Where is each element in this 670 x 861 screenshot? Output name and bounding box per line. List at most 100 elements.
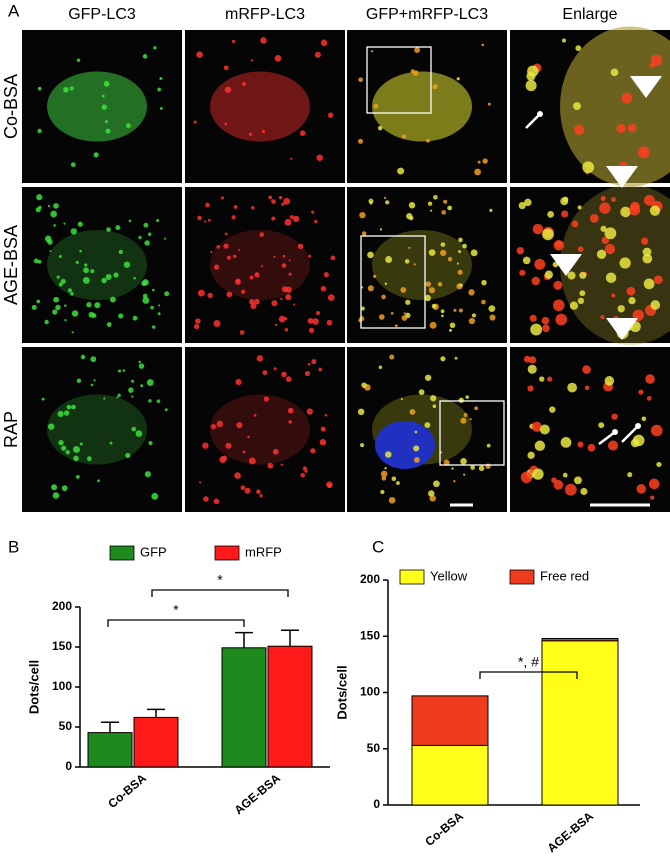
vesicle — [299, 130, 306, 136]
vesicle — [324, 414, 328, 417]
vesicle — [447, 256, 453, 262]
vesicle — [621, 92, 633, 104]
vesicle — [643, 194, 655, 206]
vesicle — [381, 476, 387, 481]
vesicle — [116, 396, 119, 399]
vesicle — [650, 300, 661, 310]
vesicle — [259, 494, 263, 498]
micrograph — [22, 187, 182, 343]
vesicle — [273, 255, 276, 258]
vesicle — [84, 263, 88, 267]
arrow — [598, 431, 616, 445]
vesicle — [225, 442, 232, 449]
vesicle — [236, 422, 243, 429]
vesicle — [216, 420, 224, 428]
vesicle — [207, 292, 213, 299]
vesicle — [443, 199, 448, 204]
y-tick-label: 0 — [65, 759, 72, 773]
vesicle — [308, 254, 312, 258]
vesicle — [64, 319, 67, 322]
vesicle — [525, 80, 537, 92]
vesicle — [453, 480, 456, 483]
vesicle — [125, 452, 131, 459]
vesicle — [49, 249, 52, 253]
vesicle — [486, 443, 491, 448]
vesicle — [58, 282, 63, 287]
vesicle — [649, 205, 661, 216]
vesicle — [271, 199, 276, 204]
nucleus — [375, 421, 435, 469]
vesicle — [289, 215, 294, 220]
vesicle — [482, 158, 488, 164]
vesicle — [430, 209, 433, 212]
vesicle — [131, 379, 135, 383]
vesicle — [71, 310, 79, 317]
vesicle — [432, 404, 437, 409]
vesicle — [36, 299, 41, 304]
vesicle — [300, 472, 306, 478]
legend-swatch — [109, 545, 135, 561]
vesicle — [83, 267, 89, 274]
vesicle — [282, 254, 286, 258]
vesicle — [571, 220, 579, 228]
vesicle — [430, 395, 437, 402]
vesicle — [440, 356, 446, 362]
vesicle — [204, 220, 207, 223]
vesicle — [604, 227, 617, 240]
vesicle — [288, 259, 291, 262]
error-bar — [101, 721, 119, 733]
vesicle — [539, 376, 545, 382]
bar — [133, 716, 179, 768]
vesicle — [196, 51, 203, 58]
significance-label: * — [217, 572, 223, 588]
vesicle — [307, 318, 314, 324]
vesicle — [413, 456, 420, 463]
vesicle — [567, 271, 576, 280]
vesicle — [281, 263, 287, 268]
vesicle — [367, 285, 374, 292]
vesicle — [248, 132, 253, 136]
vesicle — [405, 299, 411, 305]
vesicle — [123, 261, 131, 268]
vesicle — [460, 417, 467, 424]
vesicle — [463, 413, 468, 418]
vesicle — [481, 279, 487, 286]
vesicle — [650, 495, 655, 500]
vesicle — [242, 450, 246, 454]
vesicle — [426, 138, 430, 143]
vesicle — [238, 248, 241, 251]
vesicle — [470, 465, 475, 470]
vesicle — [648, 478, 660, 490]
vesicle — [58, 440, 64, 446]
vesicle — [308, 327, 315, 334]
micrograph — [347, 187, 507, 343]
vesicle — [489, 314, 496, 321]
vesicle — [447, 205, 453, 211]
vesicle — [441, 314, 444, 318]
vesicle — [224, 232, 228, 236]
vesicle — [232, 254, 237, 259]
vesicle — [403, 312, 406, 315]
vesicle — [326, 481, 333, 488]
vesicle — [600, 225, 607, 232]
vesicle — [71, 331, 74, 334]
vesicle — [223, 243, 229, 249]
vesicle — [391, 476, 397, 482]
vesicle — [518, 202, 526, 210]
vesicle — [522, 256, 531, 265]
vesicle — [223, 65, 229, 71]
vesicle — [424, 374, 432, 381]
vesicle — [61, 485, 68, 492]
vesicle — [547, 210, 555, 218]
vesicle — [549, 406, 556, 413]
vesicle — [579, 290, 586, 297]
vesicle — [71, 404, 76, 410]
vesicle — [433, 480, 440, 488]
vesicle — [626, 286, 636, 296]
vesicle — [41, 397, 45, 401]
vesicle — [37, 86, 42, 91]
vesicle — [150, 305, 154, 310]
vesicle — [481, 43, 485, 47]
micrograph — [185, 187, 345, 343]
vesicle — [253, 298, 260, 305]
